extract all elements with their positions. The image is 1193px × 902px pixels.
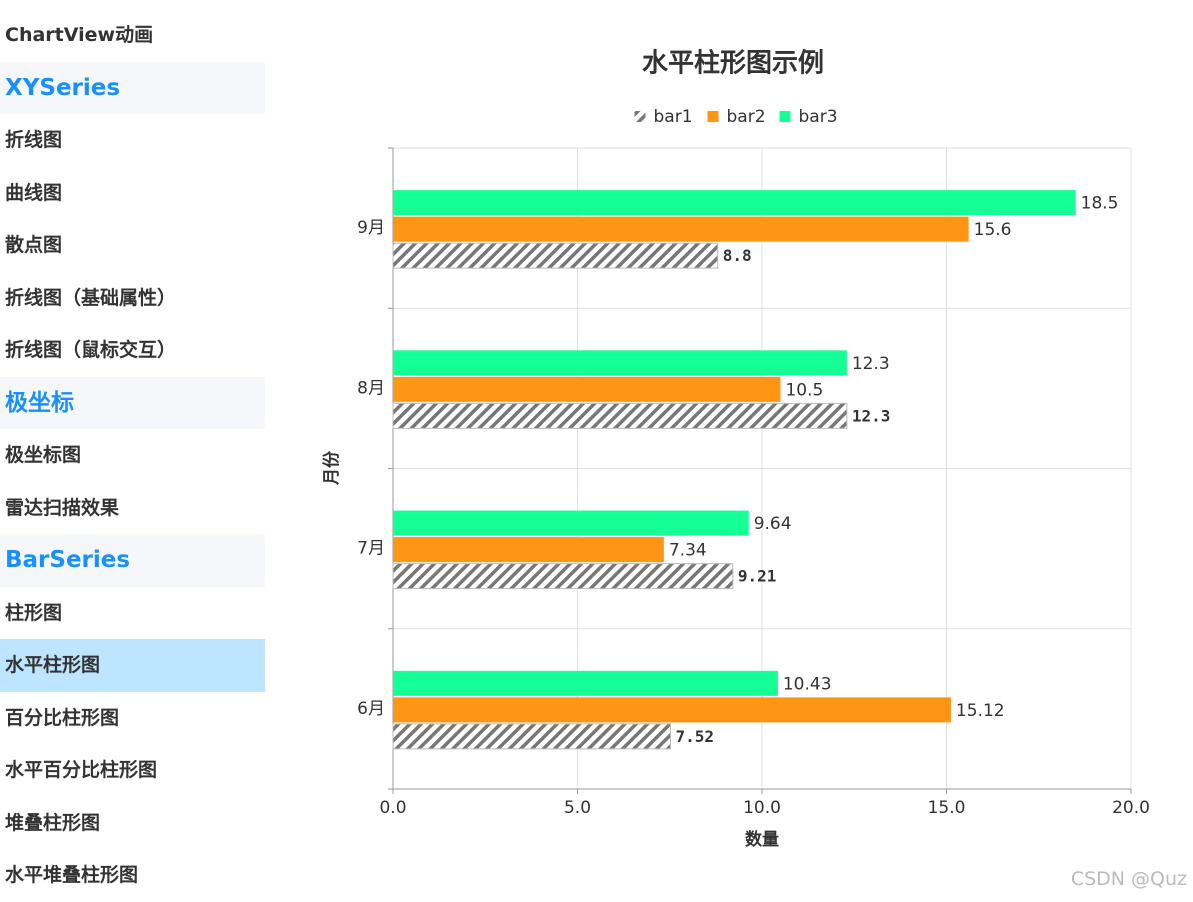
menu-section: XYSeries xyxy=(0,61,265,114)
x-tick-label: 10.0 xyxy=(743,798,781,818)
x-axis-title: 数量 xyxy=(745,829,779,850)
bar xyxy=(393,510,749,536)
bar xyxy=(393,350,847,376)
y-tick-label: 6月 xyxy=(357,699,385,719)
chart-title: 水平柱形图示例 xyxy=(642,49,824,79)
bar xyxy=(392,563,734,590)
data-label: 18.5 xyxy=(1081,194,1119,214)
data-label: 10.5 xyxy=(785,380,823,400)
y-tick-label: 9月 xyxy=(357,218,385,238)
menu-item[interactable]: 柱形图 xyxy=(5,601,63,624)
bar xyxy=(393,216,969,242)
sidebar: ChartView动画 XYSeries 折线图曲线图散点图折线图（基础属性） 折线图… xyxy=(0,9,265,902)
legend-swatch xyxy=(779,111,791,122)
watermark: CSDN @Quz xyxy=(1070,868,1187,890)
menu-item[interactable]: 雷达扫描效果 xyxy=(5,496,120,519)
y-axis-title: 月份 xyxy=(321,450,342,486)
legend-swatch xyxy=(707,111,719,122)
data-label: 9.21 xyxy=(738,567,777,586)
bar xyxy=(393,670,778,696)
x-tick-label: 5.0 xyxy=(564,798,591,818)
menu-item[interactable]: 水平百分比柱形图 xyxy=(5,759,158,781)
menu-item[interactable]: 堆叠柱形图 xyxy=(5,811,101,834)
data-label: 15.12 xyxy=(956,701,1005,721)
data-label: 8.8 xyxy=(723,246,752,265)
y-tick-label: 8月 xyxy=(357,378,385,398)
bar xyxy=(392,402,848,429)
bar xyxy=(393,376,781,402)
menu-item[interactable]: 百分比柱形图 xyxy=(5,706,120,729)
menu-item[interactable]: 水平柱形图 xyxy=(0,639,265,692)
y-tick-label: 7月 xyxy=(357,539,385,559)
bar xyxy=(393,537,664,563)
bar xyxy=(392,242,719,269)
menu-item[interactable]: ChartView动画 xyxy=(5,24,154,46)
menu-item[interactable]: 极坐标图 xyxy=(5,444,82,466)
menu-item[interactable]: 折线图（鼠标交互） xyxy=(5,339,177,361)
data-label: 7.52 xyxy=(675,727,714,746)
menu-section: 极坐标 xyxy=(0,376,265,429)
data-label: 9.64 xyxy=(754,514,792,534)
x-tick-label: 20.0 xyxy=(1112,798,1150,818)
bar xyxy=(393,190,1076,216)
legend-swatch xyxy=(634,111,646,122)
menu-item[interactable]: 散点图 xyxy=(5,234,63,256)
menu-item[interactable]: 曲线图 xyxy=(5,181,63,204)
data-label: 12.3 xyxy=(852,406,891,425)
menu-item[interactable]: 水平堆叠柱形图 xyxy=(5,864,139,886)
bar xyxy=(393,697,951,723)
menu-item[interactable]: 折线图 xyxy=(5,129,63,151)
bar xyxy=(392,723,671,750)
x-tick-label: 15.0 xyxy=(928,798,966,818)
data-label: 12.3 xyxy=(852,354,890,374)
legend-label: bar2 xyxy=(727,107,766,127)
data-label: 7.34 xyxy=(669,541,707,561)
x-tick-label: 0.0 xyxy=(379,798,406,818)
menu-item[interactable]: 折线图（基础属性） xyxy=(5,286,177,309)
menu-section: BarSeries xyxy=(0,534,265,587)
legend-label: bar3 xyxy=(799,107,838,127)
legend-label: bar1 xyxy=(654,107,693,127)
data-label: 10.43 xyxy=(783,674,832,694)
data-label: 15.6 xyxy=(974,220,1012,240)
